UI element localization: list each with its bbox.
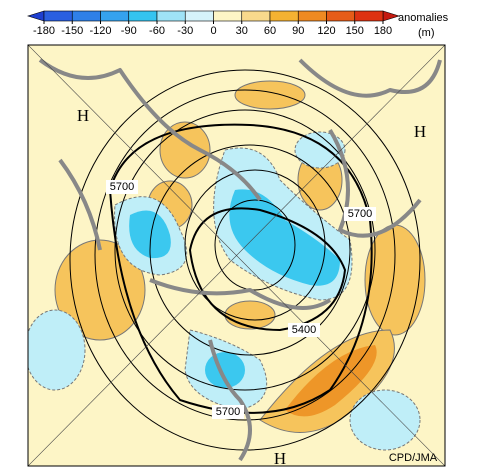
- contour-label: 5400: [292, 324, 316, 336]
- colorbar-bin: [269, 10, 299, 22]
- colorbar-bin: [326, 10, 356, 22]
- colorbar-extension: [26, 10, 45, 22]
- contour-label: 5700: [216, 406, 240, 418]
- colorbar-tick-label: -30: [177, 25, 193, 37]
- colorbar-tick-label: -180: [33, 25, 55, 37]
- colorbar-extension: [382, 10, 401, 22]
- contour-label: 5700: [110, 181, 134, 193]
- colorbar-tick-label: 30: [236, 25, 248, 37]
- colorbar-bin: [128, 10, 158, 22]
- colorbar: -180 -150 -120 -90 -60 -30 0 30 60 90 120 150 180: [26, 10, 401, 37]
- colorbar-bin: [241, 10, 271, 22]
- colorbar-bin: [71, 10, 101, 22]
- colorbar-tick-label: -60: [149, 25, 165, 37]
- high-label: H: [77, 106, 89, 125]
- colorbar-bin: [297, 10, 327, 22]
- colorbar-tick-label: 60: [264, 25, 276, 37]
- high-label: H: [274, 449, 286, 468]
- colorbar-bin: [156, 10, 186, 22]
- colorbar-tick-label: 0: [210, 25, 216, 37]
- credit: CPD/JMA: [389, 452, 438, 464]
- colorbar-tick-label: -150: [61, 25, 83, 37]
- contour-label: 5700: [348, 208, 372, 220]
- colorbar-tick-label: -120: [89, 25, 111, 37]
- colorbar-tick-label: -90: [121, 25, 137, 37]
- colorbar-tick-label: 150: [346, 25, 364, 37]
- map: [28, 45, 445, 466]
- colorbar-bin: [354, 10, 384, 22]
- colorbar-bin: [184, 10, 214, 22]
- colorbar-tick-label: 180: [374, 25, 392, 37]
- high-label: H: [414, 122, 426, 141]
- colorbar-bin: [43, 10, 73, 22]
- colorbar-bin: [213, 10, 243, 22]
- colorbar-bin: [100, 10, 130, 22]
- colorbar-label: anomalies: [398, 12, 449, 24]
- map-frame: [27, 44, 446, 467]
- colorbar-unit: (m): [418, 27, 435, 39]
- colorbar-tick-label: 90: [292, 25, 304, 37]
- colorbar-tick-label: 120: [317, 25, 335, 37]
